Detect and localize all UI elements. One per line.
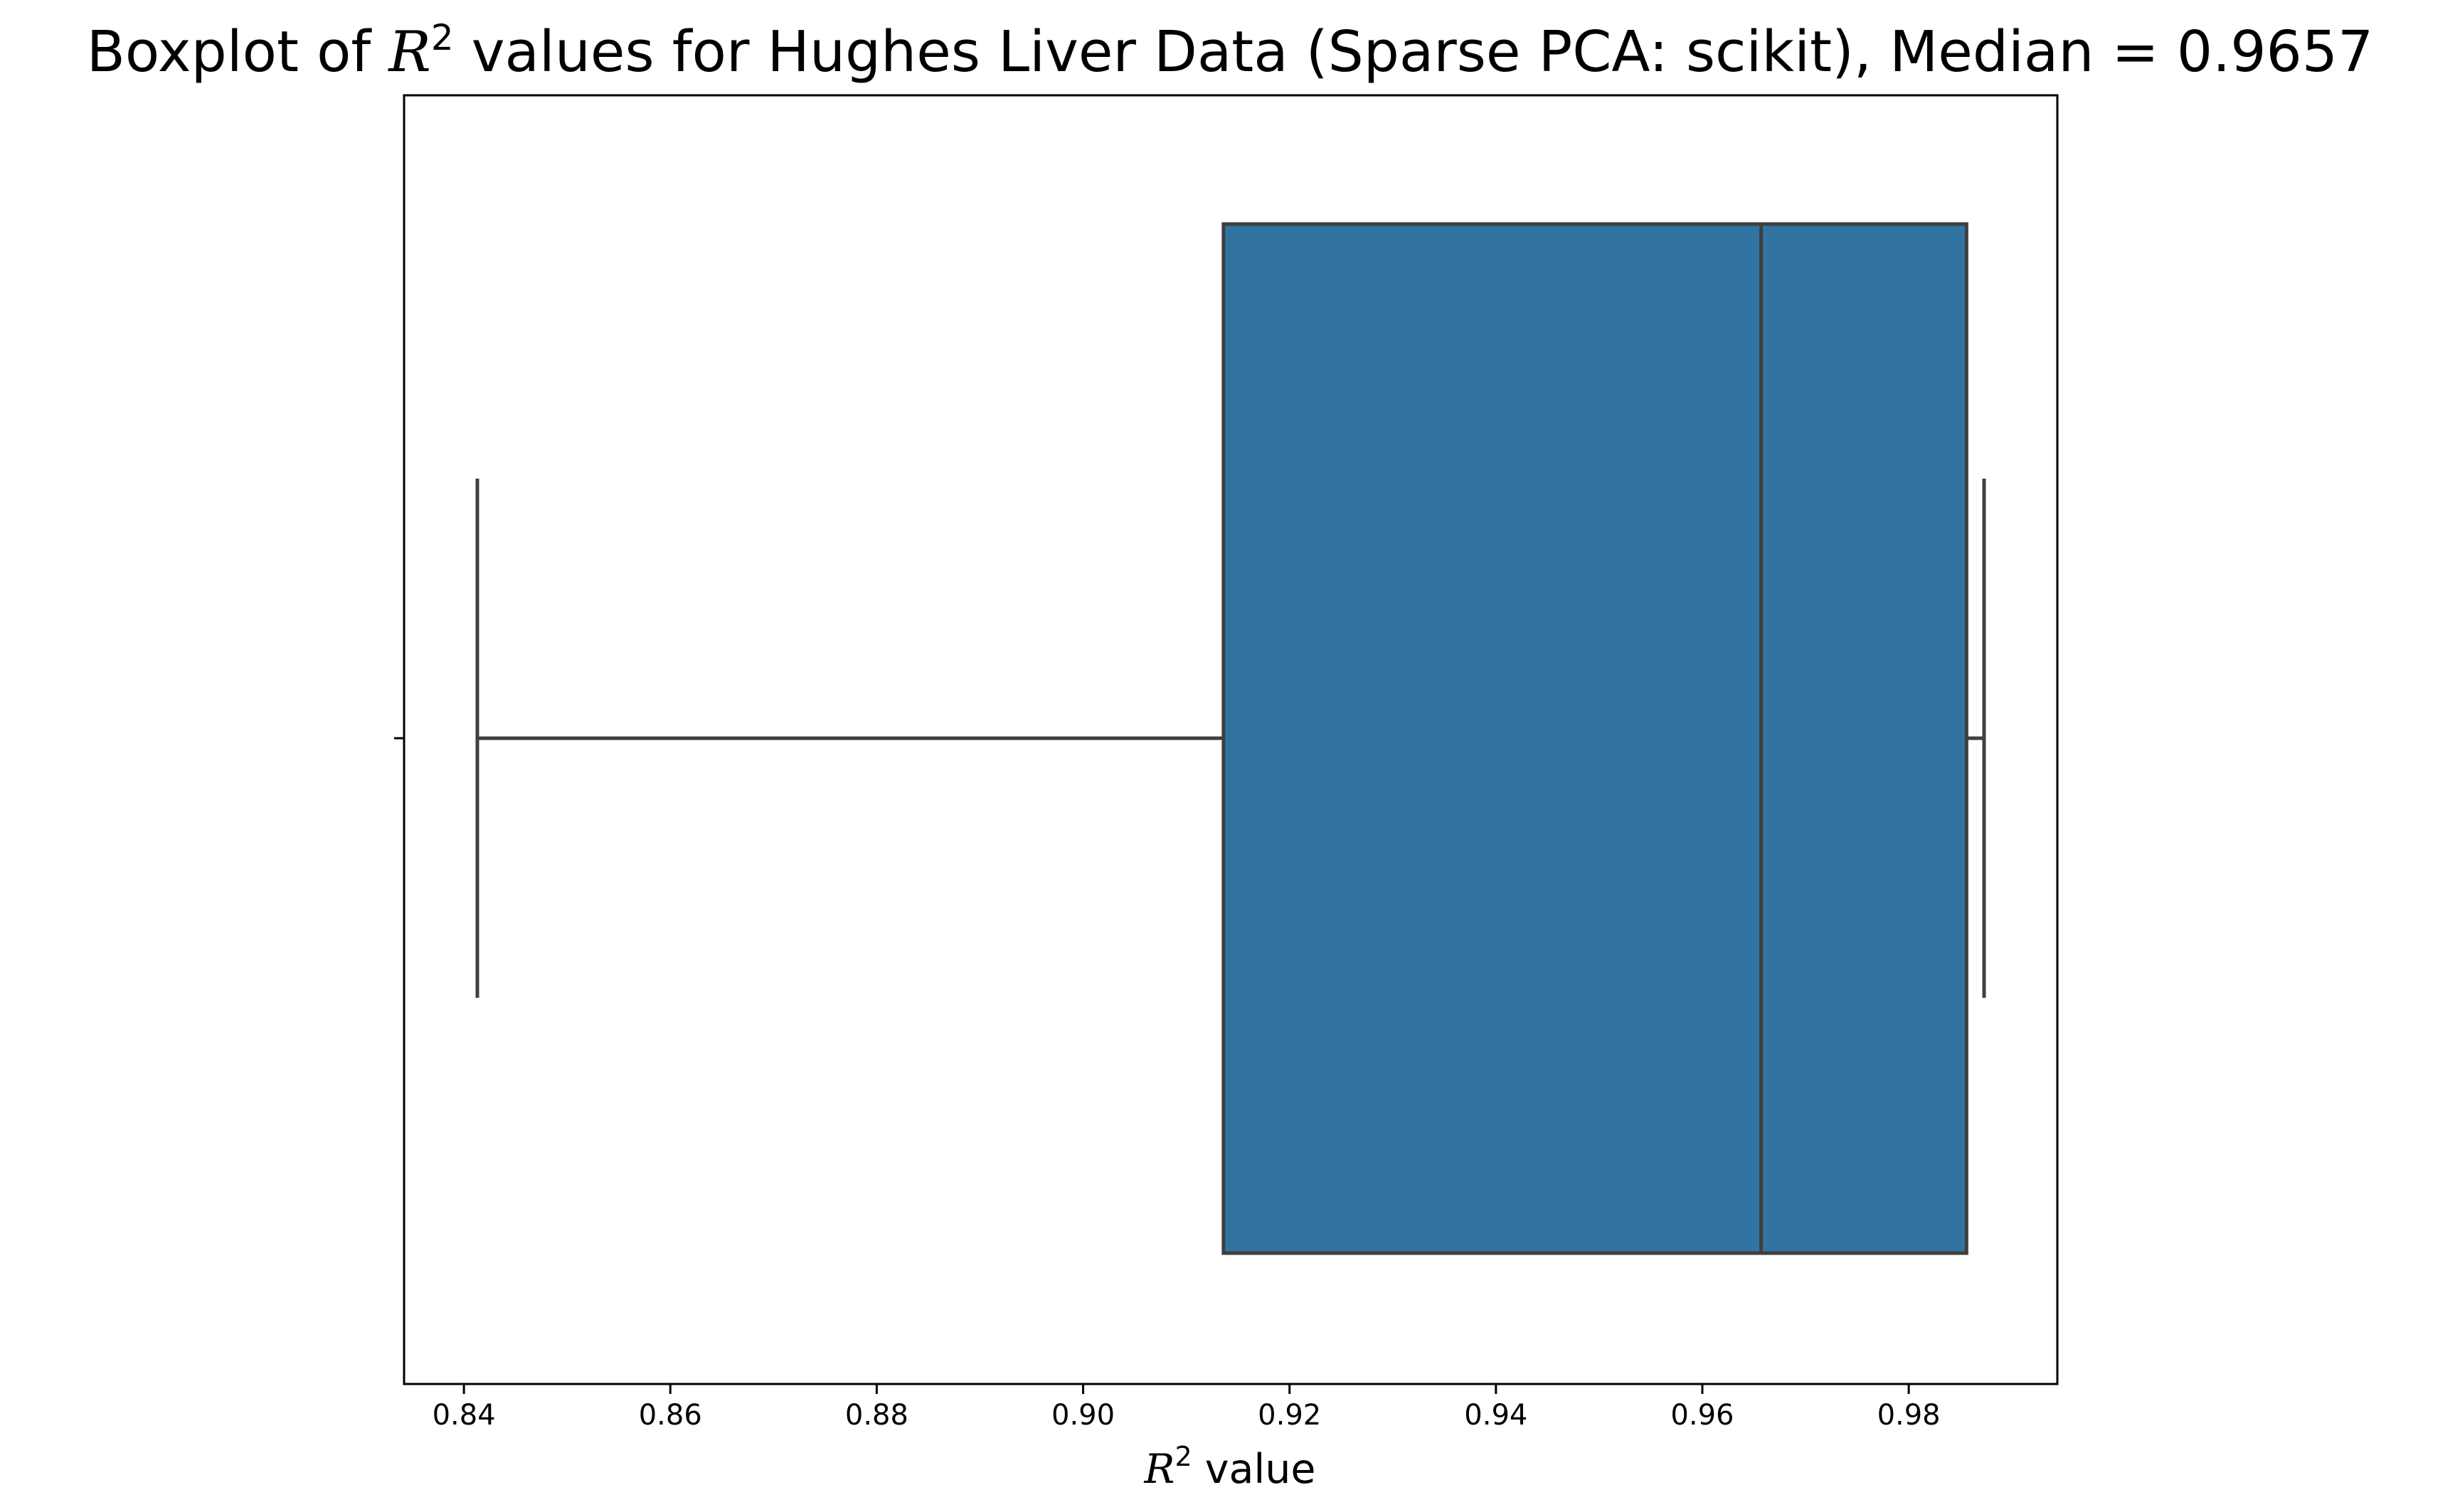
x-axis-label-math-symbol: R: [1144, 1446, 1175, 1493]
x-axis-label-suffix: value: [1192, 1446, 1316, 1493]
x-tick-label: 0.94: [1464, 1399, 1527, 1432]
chart-title-prefix: Boxplot of: [87, 19, 389, 85]
x-tick-label: 0.90: [1051, 1399, 1115, 1432]
x-axis-label-math-superscript: 2: [1175, 1441, 1192, 1472]
x-tick-label: 0.98: [1877, 1399, 1941, 1432]
x-tick-label: 0.86: [639, 1399, 702, 1432]
x-axis: 0.84 0.86 0.88 0.90 0.92 0.94 0.96 0.98: [433, 1384, 1941, 1432]
boxplot-series: [475, 222, 1986, 1255]
x-tick-label: 0.96: [1670, 1399, 1734, 1432]
x-tick-label: 0.84: [433, 1399, 496, 1432]
x-tick-label: 0.92: [1258, 1399, 1321, 1432]
chart-title-math-superscript: 2: [431, 17, 454, 58]
interquartile-box: [1221, 222, 1968, 1255]
chart-title-suffix: values for Hughes Liver Data (Sparse PCA…: [454, 19, 2374, 85]
x-axis-label: R2 value: [1144, 1441, 1316, 1493]
plot-area-frame: [403, 94, 2059, 1385]
chart-title: Boxplot of R2 values for Hughes Liver Da…: [87, 17, 2374, 85]
chart-title-math-symbol: R: [387, 19, 430, 85]
x-tick-label: 0.88: [845, 1399, 908, 1432]
